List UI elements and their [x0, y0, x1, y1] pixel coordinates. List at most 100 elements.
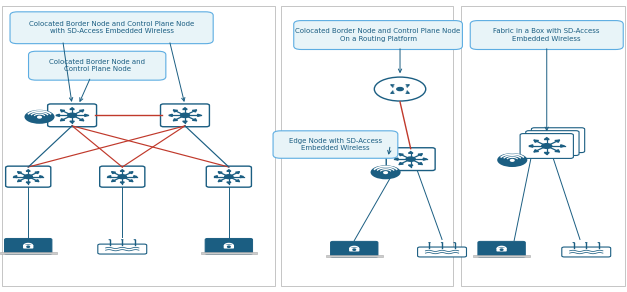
Text: Colocated Border Node and Control Plane Node
On a Routing Platform: Colocated Border Node and Control Plane … — [295, 28, 461, 42]
Polygon shape — [129, 180, 133, 182]
Polygon shape — [192, 110, 196, 112]
FancyBboxPatch shape — [48, 104, 97, 127]
Polygon shape — [236, 172, 240, 173]
FancyBboxPatch shape — [273, 131, 398, 158]
Circle shape — [228, 246, 230, 247]
Circle shape — [542, 144, 552, 148]
Polygon shape — [544, 138, 549, 140]
Polygon shape — [61, 110, 65, 112]
Polygon shape — [227, 170, 231, 171]
Polygon shape — [169, 114, 172, 117]
FancyBboxPatch shape — [473, 255, 530, 257]
FancyBboxPatch shape — [461, 6, 625, 286]
Polygon shape — [35, 172, 39, 173]
Polygon shape — [236, 180, 240, 182]
Circle shape — [134, 239, 136, 240]
Polygon shape — [394, 158, 398, 160]
Polygon shape — [61, 119, 65, 121]
Polygon shape — [40, 176, 43, 178]
Polygon shape — [418, 163, 422, 164]
FancyBboxPatch shape — [520, 134, 573, 158]
Polygon shape — [555, 150, 559, 152]
Polygon shape — [192, 119, 196, 121]
FancyBboxPatch shape — [562, 247, 611, 257]
FancyBboxPatch shape — [349, 248, 359, 251]
Circle shape — [68, 113, 76, 117]
Circle shape — [406, 157, 415, 161]
Circle shape — [572, 242, 575, 243]
Circle shape — [441, 242, 443, 243]
Polygon shape — [182, 108, 187, 110]
Polygon shape — [534, 140, 539, 142]
Circle shape — [397, 88, 403, 91]
Circle shape — [497, 153, 527, 167]
Circle shape — [374, 77, 426, 101]
FancyBboxPatch shape — [224, 245, 234, 248]
Circle shape — [181, 113, 189, 117]
Circle shape — [371, 165, 401, 179]
FancyBboxPatch shape — [100, 166, 145, 187]
Polygon shape — [112, 180, 115, 182]
Polygon shape — [182, 121, 187, 123]
Text: Colocated Border Node and
Control Plane Node: Colocated Border Node and Control Plane … — [49, 59, 145, 72]
Polygon shape — [418, 154, 422, 156]
FancyBboxPatch shape — [293, 21, 462, 50]
Polygon shape — [408, 152, 413, 153]
Polygon shape — [399, 154, 403, 156]
Polygon shape — [218, 180, 222, 182]
FancyBboxPatch shape — [497, 248, 507, 251]
Polygon shape — [120, 182, 124, 184]
Polygon shape — [174, 119, 177, 121]
Circle shape — [24, 110, 55, 124]
FancyBboxPatch shape — [6, 166, 51, 187]
Polygon shape — [534, 150, 539, 152]
Polygon shape — [85, 114, 88, 117]
FancyBboxPatch shape — [205, 239, 253, 254]
Circle shape — [384, 172, 387, 173]
FancyBboxPatch shape — [23, 245, 33, 248]
Polygon shape — [561, 145, 564, 147]
FancyBboxPatch shape — [0, 252, 56, 254]
Polygon shape — [544, 152, 549, 154]
FancyBboxPatch shape — [161, 104, 209, 127]
Circle shape — [510, 159, 514, 161]
Circle shape — [118, 175, 127, 179]
Circle shape — [224, 175, 233, 179]
Circle shape — [353, 249, 356, 250]
Polygon shape — [56, 114, 60, 117]
Polygon shape — [70, 121, 75, 123]
Polygon shape — [120, 170, 124, 171]
Polygon shape — [129, 172, 133, 173]
FancyBboxPatch shape — [281, 6, 453, 286]
Polygon shape — [26, 170, 30, 171]
Circle shape — [453, 242, 456, 243]
Polygon shape — [134, 176, 137, 178]
FancyBboxPatch shape — [28, 51, 166, 80]
Polygon shape — [18, 172, 21, 173]
Polygon shape — [218, 172, 222, 173]
Polygon shape — [529, 145, 533, 147]
FancyBboxPatch shape — [478, 241, 525, 257]
Circle shape — [585, 242, 587, 243]
Text: Fabric in a Box with SD-Access
Embedded Wireless: Fabric in a Box with SD-Access Embedded … — [493, 28, 600, 42]
Polygon shape — [70, 108, 75, 110]
FancyBboxPatch shape — [201, 252, 257, 254]
FancyBboxPatch shape — [470, 21, 623, 50]
Circle shape — [27, 246, 29, 247]
Polygon shape — [227, 182, 231, 184]
FancyBboxPatch shape — [10, 12, 213, 44]
FancyBboxPatch shape — [525, 131, 579, 155]
Circle shape — [598, 242, 600, 243]
Polygon shape — [214, 176, 218, 178]
Circle shape — [500, 249, 503, 250]
Text: Colocated Border Node and Control Plane Node
with SD-Access Embedded Wireless: Colocated Border Node and Control Plane … — [29, 21, 194, 34]
Polygon shape — [423, 158, 427, 160]
FancyBboxPatch shape — [418, 247, 466, 257]
Polygon shape — [112, 172, 115, 173]
FancyBboxPatch shape — [4, 239, 52, 254]
Polygon shape — [399, 163, 403, 164]
FancyBboxPatch shape — [386, 148, 435, 171]
FancyBboxPatch shape — [330, 241, 378, 257]
FancyBboxPatch shape — [2, 6, 275, 286]
Polygon shape — [35, 180, 39, 182]
